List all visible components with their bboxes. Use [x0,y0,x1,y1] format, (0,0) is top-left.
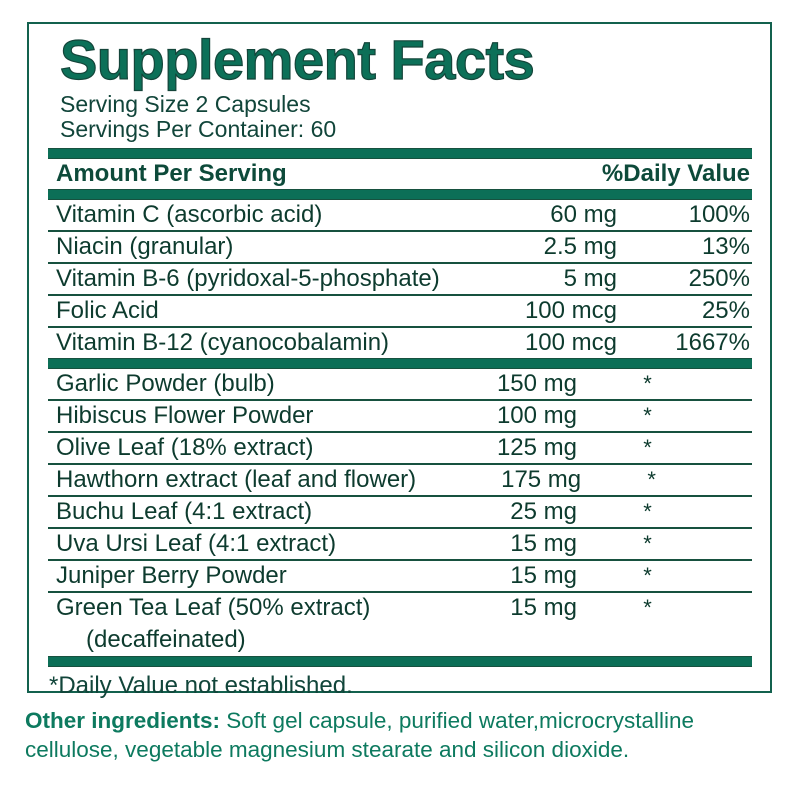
rule-thick-bottom [48,656,752,667]
nutrient-daily-value: 25% [701,297,750,324]
nutrient-name: Folic Acid [56,297,159,324]
row-divider [48,495,752,497]
servings-per-container: Servings Per Container: 60 [60,116,337,142]
ingredient-daily-value: * [643,435,652,460]
other-ingredients-text: Soft gel capsule, purified water,microcr… [25,708,694,762]
rule-thick-between-groups [48,358,752,369]
table-row: Uva Ursi Leaf (4:1 extract) 15 mg * [48,529,752,559]
table-row: Garlic Powder (bulb) 150 mg * [48,369,752,399]
table-row: Buchu Leaf (4:1 extract) 25 mg * [48,497,752,527]
rule-thick-under-header [48,189,752,200]
ingredient-name: Juniper Berry Powder [56,562,287,589]
ingredient-name: Green Tea Leaf (50% extract) [56,594,371,621]
nutrition-table: Amount Per Serving %Daily Value [48,159,752,189]
table-row: Hawthorn extract (leaf and flower) 175 m… [48,465,752,495]
nutrient-amount: 100 mcg [524,297,617,324]
table-row: Green Tea Leaf (50% extract) 15 mg * [48,593,752,623]
ingredient-name: Hawthorn extract (leaf and flower) [56,466,417,493]
table-row: Vitamin B-6 (pyridoxal-5-phosphate) 5 mg… [48,264,752,294]
table-row: Vitamin B-12 (cyanocobalamin) 100 mcg 16… [48,328,752,358]
ingredient-amount: 175 mg [501,466,582,493]
ingredient-daily-value: * [643,531,652,556]
table-row: Vitamin C (ascorbic acid) 60 mg 100% [48,200,752,230]
ingredient-amount: 125 mg [496,434,577,461]
column-header-amount: Amount Per Serving [56,160,287,187]
row-divider [48,399,752,401]
ingredient-amount: 150 mg [496,370,577,397]
row-divider [48,262,752,264]
row-divider [48,431,752,433]
ingredient-amount: 15 mg [510,594,577,621]
ingredient-daily-value: * [643,595,652,620]
nutrient-daily-value: 13% [701,233,750,260]
vitamins-group: Vitamin C (ascorbic acid) 60 mg 100% Nia… [48,200,752,358]
row-divider [48,559,752,561]
nutrient-amount: 2.5 mg [543,233,617,260]
nutrient-name: Vitamin B-12 (cyanocobalamin) [56,329,390,356]
ingredient-name: Garlic Powder (bulb) [56,370,275,397]
ingredient-name: Olive Leaf (18% extract) [56,434,314,461]
panel-inner: Supplement Facts Serving Size 2 Capsules… [29,24,770,699]
ingredient-continuation: (decaffeinated) [86,626,246,653]
ingredient-daily-value: * [643,371,652,396]
nutrient-amount: 5 mg [563,265,617,292]
table-row: Olive Leaf (18% extract) 125 mg * [48,433,752,463]
nutrient-daily-value: 250% [688,265,750,292]
table-header-row: Amount Per Serving %Daily Value [48,159,752,189]
herbals-group: Garlic Powder (bulb) 150 mg * Hibiscus F… [48,369,752,656]
other-ingredients: Other ingredients: Soft gel capsule, pur… [25,706,785,764]
page-title: Supplement Facts [59,28,535,91]
nutrient-amount: 100 mcg [524,329,617,356]
ingredient-daily-value: * [643,499,652,524]
column-header-daily-value: %Daily Value [601,160,750,187]
ingredient-continuation-row: (decaffeinated) [48,623,752,656]
ingredient-amount: 100 mg [496,402,577,429]
supplement-facts-panel: Supplement Facts Serving Size 2 Capsules… [27,22,772,699]
ingredient-name: Hibiscus Flower Powder [56,402,314,429]
table-row: Hibiscus Flower Powder 100 mg * [48,401,752,431]
ingredient-amount: 15 mg [510,530,577,557]
nutrient-name: Vitamin B-6 (pyridoxal-5-phosphate) [56,265,440,292]
row-divider [48,527,752,529]
row-divider [48,230,752,232]
footnote-daily-value: *Daily Value not established. [49,672,353,699]
row-divider [48,294,752,296]
table-row: Juniper Berry Powder 15 mg * [48,561,752,591]
ingredient-daily-value: * [643,563,652,588]
table-row: Niacin (granular) 2.5 mg 13% [48,232,752,262]
serving-size: Serving Size 2 Capsules [60,91,311,117]
nutrient-daily-value: 100% [688,201,750,228]
row-divider [48,326,752,328]
ingredient-amount: 15 mg [510,562,577,589]
nutrient-name: Vitamin C (ascorbic acid) [56,201,323,228]
ingredient-amount: 25 mg [510,498,577,525]
table-row: Folic Acid 100 mcg 25% [48,296,752,326]
ingredient-daily-value: * [647,467,656,492]
row-divider [48,591,752,593]
ingredient-daily-value: * [643,403,652,428]
nutrient-amount: 60 mg [550,201,617,228]
row-divider [48,463,752,465]
ingredient-name: Uva Ursi Leaf (4:1 extract) [56,530,337,557]
rule-thick-top [48,148,752,159]
serving-info: Serving Size 2 Capsules Servings Per Con… [40,88,760,142]
nutrient-name: Niacin (granular) [56,233,234,260]
nutrient-daily-value: 1667% [675,329,750,356]
other-ingredients-label: Other ingredients: [25,708,221,733]
ingredient-name: Buchu Leaf (4:1 extract) [56,498,313,525]
